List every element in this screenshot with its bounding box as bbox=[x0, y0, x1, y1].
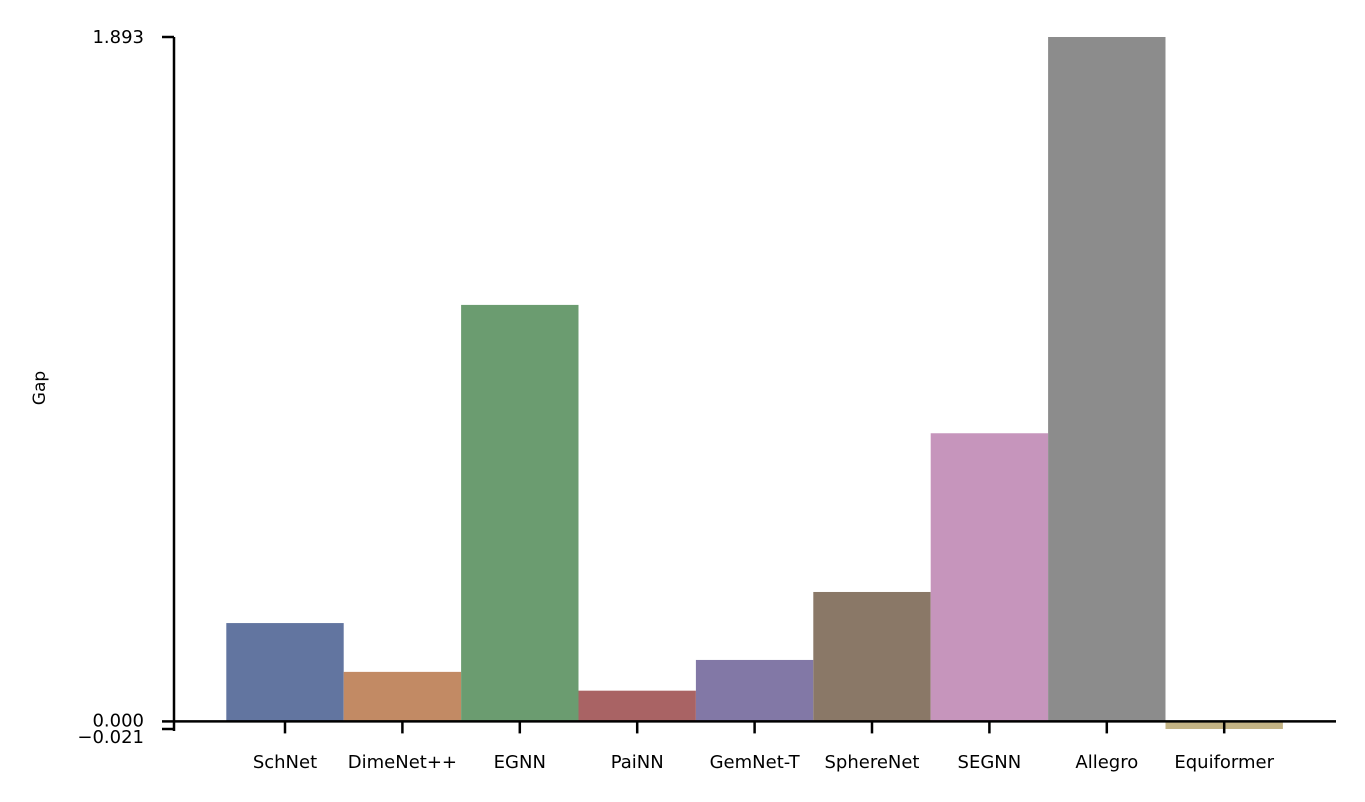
bar-segnn bbox=[930, 433, 1049, 722]
x-tick-label: SphereNet bbox=[824, 752, 919, 773]
x-tick-label: Equiformer bbox=[1174, 752, 1274, 773]
x-tick-label: EGNN bbox=[494, 752, 546, 773]
bar-painn bbox=[578, 690, 696, 722]
x-tick-label: Allegro bbox=[1075, 752, 1138, 773]
y-axis-label: Gap bbox=[30, 371, 50, 405]
x-tick-label: DimeNet++ bbox=[348, 752, 457, 773]
y-tick-label: −0.021 bbox=[77, 727, 144, 748]
bars-group bbox=[226, 37, 1283, 729]
bar-egnn bbox=[461, 304, 579, 722]
x-tick-label: SchNet bbox=[253, 752, 317, 773]
y-tick-label: 0.000 bbox=[92, 710, 144, 731]
bar-gemnet-t bbox=[695, 659, 814, 722]
x-tick-label: GemNet-T bbox=[710, 752, 801, 773]
x-tick-label: PaiNN bbox=[611, 752, 664, 773]
bar-dimenet- bbox=[343, 671, 462, 722]
x-ticks-group: SchNet DimeNet++ EGNN PaiNN GemNet-T SphereNe… bbox=[253, 721, 1275, 773]
x-tick-label: SEGNN bbox=[958, 752, 1022, 773]
bar-spherenet bbox=[813, 591, 931, 722]
bar-allegro bbox=[1048, 37, 1166, 722]
bar-schnet bbox=[226, 623, 344, 722]
y-tick-label: 1.893 bbox=[92, 27, 144, 48]
